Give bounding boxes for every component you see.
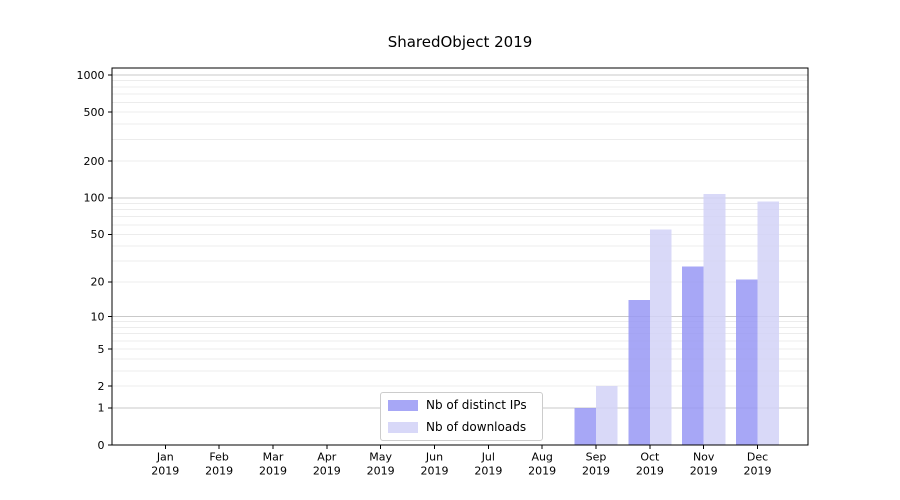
x-tick-label: Mar 2019: [259, 451, 287, 478]
bar-nov-distinct-ips: [682, 266, 704, 445]
x-tick-label: Jun 2019: [421, 451, 449, 478]
y-tick-label: 50: [91, 228, 105, 241]
bar-dec-downloads: [757, 201, 780, 445]
y-tick-label: 2: [98, 380, 105, 393]
legend-label-downloads: Nb of downloads: [426, 420, 527, 434]
axes-spines: [111, 67, 809, 446]
legend-label-distinct-ips: Nb of distinct IPs: [426, 398, 527, 412]
legend-swatch-downloads: [388, 422, 418, 433]
chart-title: SharedObject 2019: [387, 33, 533, 51]
y-tick-label: 1: [98, 402, 105, 415]
x-tick-label: Feb 2019: [205, 451, 233, 478]
legend-entry-downloads: Nb of downloads: [388, 421, 535, 434]
x-tick-label: Aug 2019: [528, 451, 556, 478]
bar-oct-downloads: [649, 229, 672, 445]
legend: Nb of distinct IPs Nb of downloads: [380, 392, 543, 441]
bar-oct-distinct-ips: [628, 299, 650, 445]
x-tick-label: Nov 2019: [690, 451, 718, 478]
y-tick-label: 10: [91, 310, 105, 323]
x-tick-label: Dec 2019: [744, 451, 772, 478]
x-tick-label: May 2019: [367, 451, 395, 478]
bar-nov-downloads: [703, 194, 726, 445]
y-tick-label: 5: [98, 343, 105, 356]
y-tick-label: 1000: [77, 69, 105, 82]
y-tick-label: 0: [98, 439, 105, 452]
x-tick-label: Jan 2019: [151, 451, 179, 478]
x-tick-label: Jul 2019: [474, 451, 502, 478]
legend-swatch-distinct-ips: [388, 400, 418, 411]
bar-dec-distinct-ips: [735, 279, 758, 445]
y-tick-label: 100: [84, 192, 105, 205]
y-tick-label: 200: [84, 155, 105, 168]
x-tick-label: Sep 2019: [582, 451, 610, 478]
y-tick-label: 500: [84, 106, 105, 119]
x-tick-label: Oct 2019: [636, 451, 664, 478]
x-tick-label: Apr 2019: [313, 451, 341, 478]
bar-sep-distinct-ips: [574, 407, 597, 445]
bar-sep-downloads: [596, 386, 618, 445]
legend-entry-distinct-ips: Nb of distinct IPs: [388, 399, 535, 412]
y-tick-label: 20: [91, 276, 105, 289]
